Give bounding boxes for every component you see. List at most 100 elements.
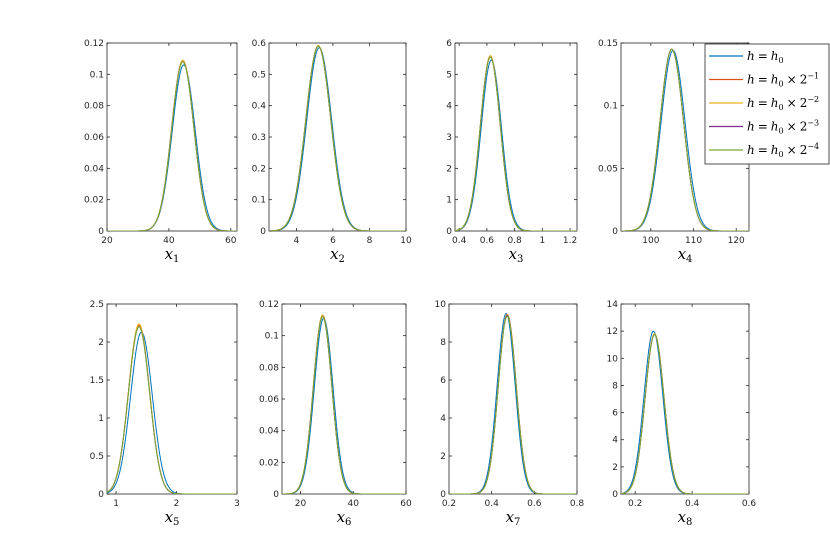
- x-tick-label: 110: [685, 236, 702, 246]
- legend-box: [704, 43, 830, 165]
- density-curve-series-5: [455, 56, 577, 231]
- y-tick-label: 1.5: [90, 376, 104, 386]
- x-axis-label: x3: [509, 245, 524, 265]
- x-tick-label: 0.8: [507, 236, 522, 246]
- y-tick-label: 6: [446, 39, 452, 49]
- y-tick-label: 0.08: [84, 102, 104, 112]
- y-tick-label: 0.08: [259, 363, 279, 373]
- y-tick-label: 2: [446, 164, 452, 174]
- x-axis-label: x7: [506, 508, 521, 528]
- y-tick-label: 8: [440, 338, 446, 348]
- x-tick-label: 8: [367, 236, 373, 246]
- y-tick-label: 0.1: [265, 332, 279, 342]
- y-tick-label: 6: [440, 376, 446, 386]
- y-tick-label: 0.6: [252, 39, 267, 49]
- y-tick-label: 14: [607, 300, 619, 310]
- subplot-8: 0.2 0.4 0.6 0 2 4 6 8 10 12 14 x8: [607, 300, 757, 528]
- density-curve-series-1: [282, 317, 406, 494]
- x-tick-label: 10: [400, 236, 412, 246]
- y-tick-label: 0.3: [252, 133, 266, 143]
- y-tick-label: 0.1: [90, 70, 104, 80]
- y-tick-label: 3: [446, 133, 452, 143]
- x-tick-label: 4: [294, 236, 300, 246]
- y-tick-label: 2: [98, 338, 104, 348]
- x-tick-label: 60: [400, 499, 412, 509]
- y-tick-label: 0.4: [252, 102, 267, 112]
- subplot-2: 4 6 8 10 0 0.1 0.2 0.3 0.4 0.5 0.6 x2: [252, 39, 412, 265]
- x-tick-label: 60: [225, 236, 237, 246]
- y-tick-label: 0.15: [598, 39, 618, 49]
- x-tick-label: 0.6: [527, 499, 542, 509]
- y-tick-label: 2: [440, 452, 446, 462]
- y-tick-label: 0.02: [84, 196, 104, 206]
- y-tick-label: 0: [446, 227, 452, 237]
- y-tick-label: 0: [260, 227, 266, 237]
- density-curve-series-1: [455, 59, 577, 231]
- density-curve-series-5: [282, 316, 406, 494]
- density-curve-series-5: [269, 45, 406, 231]
- y-tick-label: 0.06: [84, 133, 104, 143]
- x-tick-label: 20: [101, 236, 113, 246]
- subplot-3: 0.4 0.6 0.8 1 1.2 0 1 2 3 4 5 6 x3: [446, 39, 578, 265]
- subplot-5: 1 2 3 0 0.5 1 1.5 2 2.5 x5: [90, 300, 240, 528]
- x-tick-label: 0.2: [628, 499, 642, 509]
- legend-entry-1: h = h0: [747, 49, 784, 65]
- x-axis-label: x5: [165, 508, 180, 528]
- density-curve-series-5: [107, 61, 237, 231]
- x-tick-label: 1: [539, 236, 545, 246]
- y-tick-label: 0: [273, 490, 279, 500]
- x-tick-label: 1.2: [563, 236, 577, 246]
- y-tick-label: 10: [435, 300, 447, 310]
- legend-entry-5: h = h0 × 2−4: [747, 142, 819, 159]
- x-tick-label: 40: [348, 499, 360, 509]
- y-tick-label: 5: [446, 70, 452, 80]
- x-axis-label: x1: [165, 245, 180, 265]
- legend: h = h0 h = h0 × 2−1 h = h0 × 2−2 h = h0 × 2−3 h = h0 × 2−4: [704, 43, 830, 165]
- density-curve-series-5: [621, 334, 749, 494]
- x-tick-label: 120: [728, 236, 745, 246]
- y-tick-label: 0.12: [259, 300, 279, 310]
- density-curve-series-5: [107, 326, 237, 494]
- density-curve-series-1: [107, 64, 237, 231]
- x-tick-label: 2: [174, 499, 180, 509]
- y-tick-label: 0: [98, 227, 104, 237]
- subplot-6: 20 40 60 0 0.02 0.04 0.06 0.08 0.1 0.12 x6: [259, 300, 412, 528]
- y-tick-label: 0.5: [90, 452, 104, 462]
- x-axis-label: x4: [678, 245, 693, 265]
- density-curve-series-1: [269, 47, 406, 231]
- x-tick-label: 0.6: [480, 236, 495, 246]
- y-tick-label: 0.12: [84, 39, 104, 49]
- x-tick-label: 0.4: [452, 236, 467, 246]
- axes-box: [268, 42, 407, 232]
- y-tick-label: 4: [612, 436, 618, 446]
- y-tick-label: 10: [607, 354, 619, 364]
- axes-box: [281, 303, 407, 495]
- y-tick-label: 12: [607, 327, 618, 337]
- y-tick-label: 0.5: [252, 70, 266, 80]
- x-tick-label: 0.4: [485, 499, 500, 509]
- x-tick-label: 20: [295, 499, 307, 509]
- x-tick-label: 6: [330, 236, 336, 246]
- legend-entry-4: h = h0 × 2−3: [747, 119, 819, 136]
- x-tick-label: 100: [642, 236, 659, 246]
- y-tick-label: 0: [440, 490, 446, 500]
- axes-box: [454, 42, 578, 232]
- legend-entry-2: h = h0 × 2−1: [747, 72, 819, 89]
- density-curve-series-5: [449, 315, 577, 494]
- y-tick-label: 0.04: [259, 427, 279, 437]
- x-tick-label: 1: [113, 499, 119, 509]
- y-tick-label: 2: [612, 463, 618, 473]
- y-tick-label: 6: [612, 409, 618, 419]
- x-axis-label: x8: [678, 508, 693, 528]
- y-tick-label: 0.1: [252, 196, 266, 206]
- subplot-7: 0.2 0.4 0.6 0.8 0 2 4 6 8 10 x7: [435, 300, 585, 528]
- y-tick-label: 0: [612, 227, 618, 237]
- y-tick-label: 0.04: [84, 164, 104, 174]
- y-tick-label: 0.05: [598, 164, 618, 174]
- x-axis-label: x6: [337, 508, 352, 528]
- axes-box: [448, 303, 578, 495]
- x-tick-label: 0.2: [442, 499, 456, 509]
- x-tick-label: 0.8: [570, 499, 585, 509]
- y-tick-label: 0.1: [604, 102, 618, 112]
